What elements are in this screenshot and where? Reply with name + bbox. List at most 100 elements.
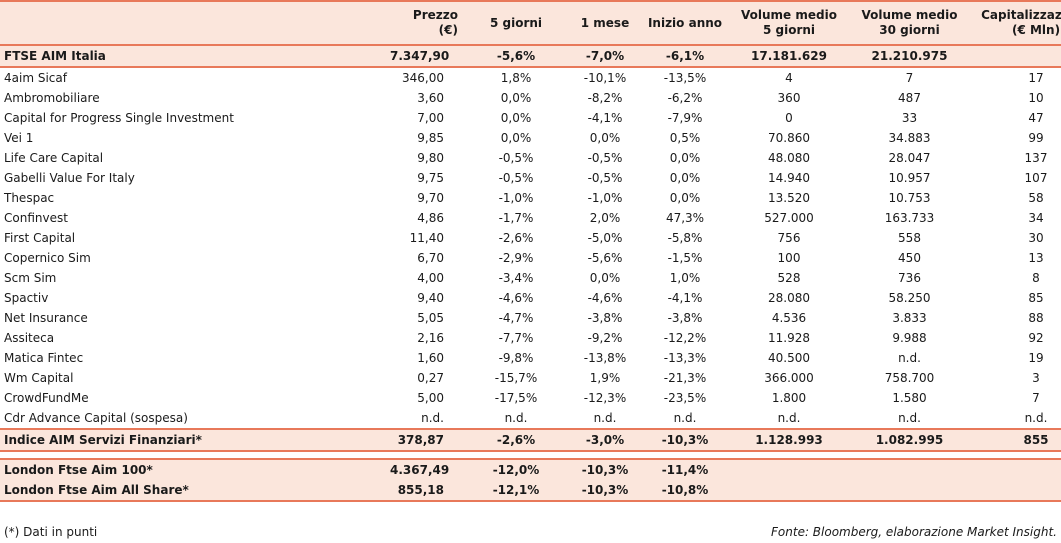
cell-market-cap: 855 [971,428,1061,452]
cell-market-cap: 107 [1024,171,1048,185]
cell-avg-volume-5d: n.d. [777,411,801,425]
cell-price: 378,87 [386,428,462,452]
cell-ytd: -6,1% [640,44,730,68]
cell-market-cap: 13 [1028,251,1044,265]
cell-1-month: 0,0% [589,271,621,285]
table-row: 4aim Sicaf 346,00 1,8% -10,1% -13,5% 4 7 17 [0,67,1061,88]
cell-1-month: 1,9% [589,371,621,385]
cell-5-days: -3,4% [498,271,534,285]
cell-ytd: 47,3% [665,211,705,225]
cell-5-days: -2,6% [462,428,570,452]
cell-name: FTSE AIM Italia [0,44,386,68]
cell-avg-volume-5d: 1.128.993 [730,428,848,452]
table-row: Copernico Sim 6,70 -2,9% -5,6% -1,5% 100 450 13 [0,248,1061,268]
table-row: Thespac 9,70 -1,0% -1,0% 0,0% 13.520 10.753 58 [0,188,1061,208]
cell-avg-volume-30d: 33 [901,111,918,125]
cell-name: Ambromobiliare [4,91,100,105]
cell-5-days: -12,1% [462,480,570,502]
cell-ytd: 0,0% [669,151,701,165]
row-spacer [0,451,1061,459]
cell-5-days: -0,5% [498,171,534,185]
cell-5-days: -12,0% [462,458,570,480]
cell-5-days: -5,6% [462,44,570,68]
cell-1-month: -4,1% [587,111,623,125]
cell-1-month: -8,2% [587,91,623,105]
cell-avg-volume-30d: 34.883 [888,131,931,145]
cell-market-cap: 58 [1028,191,1044,205]
cell-ytd: 0,0% [669,171,701,185]
table-row: Matica Fintec 1,60 -9,8% -13,8% -13,3% 40.500… [0,348,1061,368]
cell-price: n.d. [421,411,444,425]
cell-avg-volume-30d [848,458,971,480]
footnote: (*) Dati in punti [4,525,98,539]
cell-market-cap [971,458,1061,480]
table-body: FTSE AIM Italia 7.347,90 -5,6% -7,0% -6,1% 17… [0,44,1061,502]
cell-1-month: -9,2% [587,331,623,345]
cell-price: 7.347,90 [386,44,462,68]
cell-ytd: -13,5% [663,71,707,85]
cell-market-cap: 92 [1028,331,1044,345]
cell-market-cap: 3 [1032,371,1040,385]
cell-market-cap: 30 [1028,231,1044,245]
cell-1-month: -12,3% [583,391,627,405]
cell-price: 4,86 [417,211,444,225]
cell-name: Net Insurance [4,311,88,325]
cell-avg-volume-30d: 1.580 [892,391,927,405]
cell-5-days: -2,9% [498,251,534,265]
cell-market-cap: 19 [1028,351,1044,365]
cell-avg-volume-5d: 1.800 [771,391,807,405]
cell-name: London Ftse Aim All Share* [0,480,386,502]
cell-market-cap [971,44,1061,68]
cell-1-month: -13,8% [583,351,627,365]
table-row: CrowdFundMe 5,00 -17,5% -12,3% -23,5% 1.800 1.… [0,388,1061,408]
cell-price: 855,18 [386,480,462,502]
spacer-cell [0,451,1061,459]
cell-ytd: 0,5% [669,131,701,145]
cell-5-days: -2,6% [498,231,534,245]
cell-name: Cdr Advance Capital (sospesa) [4,411,188,425]
column-header-5-days: 5 giorni [462,0,570,45]
cell-avg-volume-5d: 4.536 [771,311,807,325]
cell-price: 2,16 [417,331,444,345]
column-header-name [0,0,386,45]
cell-market-cap: 7 [1032,391,1040,405]
cell-price: 4.367,49 [386,458,462,480]
cell-1-month: -0,5% [587,171,623,185]
cell-1-month: -5,6% [587,251,623,265]
cell-1-month: -3,0% [570,428,640,452]
cell-5-days: -9,8% [498,351,534,365]
cell-1-month: -5,0% [587,231,623,245]
cell-1-month: -10,3% [570,480,640,502]
cell-price: 9,40 [417,291,444,305]
cell-5-days: 0,0% [500,111,532,125]
column-header-ytd: Inizio anno [640,0,730,45]
table-row: Wm Capital 0,27 -15,7% 1,9% -21,3% 366.000 758… [0,368,1061,388]
cell-5-days: -4,6% [498,291,534,305]
cell-ytd: -7,9% [667,111,703,125]
table-row: Life Care Capital 9,80 -0,5% -0,5% 0,0% 48.08… [0,148,1061,168]
sector-index-row: Indice AIM Servizi Finanziari* 378,87 -2,6… [0,428,1061,452]
column-header-1-month: 1 mese [570,0,640,45]
cell-1-month: -10,3% [570,458,640,480]
cell-avg-volume-5d: 0 [785,111,793,125]
cell-avg-volume-5d: 11.928 [768,331,810,345]
cell-5-days: n.d. [504,411,528,425]
cell-price: 11,40 [409,231,444,245]
cell-name: Life Care Capital [4,151,104,165]
cell-avg-volume-30d: 758.700 [884,371,935,385]
cell-market-cap: 34 [1028,211,1044,225]
cell-avg-volume-30d: 3.833 [892,311,927,325]
cell-5-days: -15,7% [494,371,538,385]
cell-avg-volume-5d: 100 [777,251,801,265]
cell-price: 9,75 [417,171,444,185]
cell-market-cap [971,480,1061,502]
table-row: Ambromobiliare 3,60 0,0% -8,2% -6,2% 360 487 10 [0,88,1061,108]
column-header-price: Prezzo (€) [386,0,462,45]
cell-avg-volume-30d: 558 [898,231,921,245]
cell-price: 7,00 [417,111,444,125]
column-header-avg-volume-5d: Volume medio 5 giorni [730,0,848,45]
cell-price: 4,00 [417,271,444,285]
cell-avg-volume-30d: 10.957 [888,171,931,185]
cell-avg-volume-30d: 450 [898,251,921,265]
table-row: Scm Sim 4,00 -3,4% 0,0% 1,0% 528 736 8 [0,268,1061,288]
